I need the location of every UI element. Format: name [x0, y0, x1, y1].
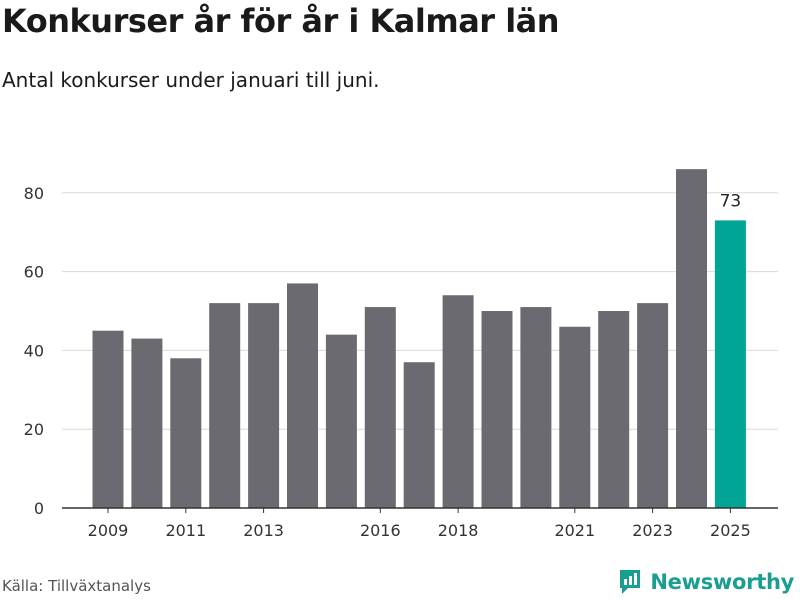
x-tick-label: 2023	[632, 521, 673, 540]
bar-2022	[598, 311, 630, 508]
bar-2010	[131, 338, 163, 508]
source-note: Källa: Tillväxtanalys	[2, 577, 151, 595]
x-axis: 0 20 40 60 80 2009 2011 2013 2016 2018 2021 2023 202…	[24, 184, 778, 540]
bar-2021	[559, 326, 591, 508]
bar-2020	[520, 307, 552, 508]
brand-logo[interactable]: Newsworthy	[618, 568, 794, 596]
bar-2019	[481, 311, 513, 508]
x-tick-label: 2016	[360, 521, 401, 540]
bar-2024	[676, 169, 707, 508]
x-tick-label: 2011	[165, 521, 206, 540]
bar-2017	[403, 362, 435, 508]
x-tick-label: 2009	[88, 521, 129, 540]
bar-2025	[714, 220, 746, 508]
x-tick-label: 2013	[243, 521, 284, 540]
bar-2018	[442, 295, 474, 508]
x-tick-label: 2021	[554, 521, 595, 540]
bar-2015	[325, 334, 357, 508]
bar-2023	[637, 303, 669, 508]
chart-title: Konkurser år för år i Kalmar län	[2, 2, 560, 40]
y-tick-label: 0	[34, 499, 44, 518]
y-tick-label: 60	[24, 263, 44, 282]
x-tick-label: 2018	[438, 521, 479, 540]
y-tick-label: 20	[24, 420, 44, 439]
bar-2009	[92, 330, 124, 508]
labels: 73	[720, 191, 742, 211]
x-tick-label: 2025	[710, 521, 751, 540]
bar-2011	[170, 358, 202, 508]
bar-chart: 0 20 40 60 80 2009 2011 2013 2016 2018 2021 2023 202…	[24, 169, 778, 540]
y-tick-label: 40	[24, 341, 44, 360]
brand-name: Newsworthy	[650, 570, 794, 594]
bar-2016	[364, 307, 396, 508]
bar-2013	[248, 303, 280, 508]
y-tick-label: 80	[24, 184, 44, 203]
newsworthy-logo-icon	[620, 570, 641, 594]
data-label: 73	[720, 191, 742, 211]
bar-2014	[287, 283, 318, 508]
bars	[92, 169, 746, 508]
bar-2012	[209, 303, 241, 508]
chart-subtitle: Antal konkurser under januari till juni.	[2, 68, 380, 92]
